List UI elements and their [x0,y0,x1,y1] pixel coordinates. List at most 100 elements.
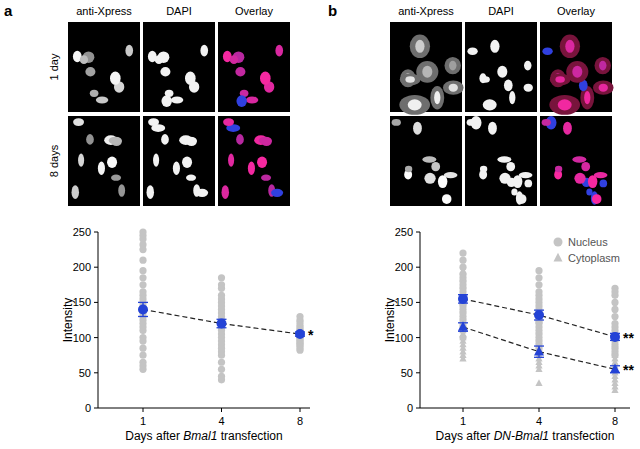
legend-symbol [554,253,563,262]
cell-nucleus [228,154,234,167]
cell-nucleus [271,189,283,197]
cell-nucleus [161,134,169,145]
cell-nucleus [182,157,192,169]
column-header: anti-Xpress [76,5,132,17]
x-tick [463,408,464,412]
chart: 050100150200250148IntensityDays after DN… [383,226,634,443]
cell-nucleus [147,185,155,199]
image-background [465,22,537,112]
cell-nucleus [118,184,125,197]
cell-nucleus [542,47,552,55]
mean-marker [295,329,305,339]
legend-label: Nucleus [568,236,608,248]
cell-nucleus [431,162,440,171]
y-tick-label: 200 [73,261,91,273]
x-tick [221,408,222,412]
cell-cytoplasm [593,80,614,94]
y-axis-label: Intensity [383,298,397,343]
cell-cytoplasm [443,80,464,94]
data-point [218,285,225,292]
cell-nucleus [392,119,401,126]
cell-nucleus [125,45,133,57]
row-label: 1 day [48,53,60,80]
panel-label: b [328,2,337,19]
x-tick-label: 4 [536,415,542,427]
y-tick [94,372,98,373]
cell-nucleus [261,175,271,181]
cell-nucleus [524,84,533,92]
micrograph [143,22,215,112]
cell-nucleus [85,67,95,76]
data-point [139,281,146,288]
image-background [218,116,290,206]
mean-marker [610,364,620,374]
cell-cytoplasm [560,35,580,59]
cell-nucleus [449,61,456,71]
cell-nucleus [424,173,435,184]
y-tick-label: 0 [407,402,413,414]
image-background [68,22,140,112]
y-tick-label: 0 [85,402,91,414]
cell-cytoplasm [399,95,430,115]
data-point [139,257,146,264]
micrograph [218,22,290,112]
mean-line [143,309,300,334]
y-tick-label: 250 [73,226,91,238]
cell-nucleus [524,179,532,187]
mean-marker [610,332,620,342]
micrograph [465,22,537,112]
error-bar [138,302,148,316]
cell-nucleus [499,173,510,184]
data-point [459,281,466,288]
data-point [535,327,542,334]
cell-nucleus [442,194,452,204]
annotations: **** [623,330,634,378]
image-background [218,22,290,112]
y-tick [94,408,98,409]
cell-nucleus [506,162,515,171]
data-point [459,250,466,257]
data-point [459,274,466,281]
x-tick-label: 1 [460,415,466,427]
cell-nucleus [438,175,447,188]
cell-nucleus [236,134,244,145]
cell-nucleus [98,162,105,175]
cell-nucleus [235,67,245,76]
cell-nucleus [572,66,582,78]
legend-symbol [554,238,563,247]
cell-nucleus [78,154,84,167]
cell-nucleus [490,40,499,53]
cell-nucleus [408,99,422,110]
mean-marker [534,310,544,320]
cell-nucleus [422,66,432,78]
legend-label: Cytoplasm [568,252,620,264]
y-axis-label: Intensity [61,298,75,343]
y-tick-label: 50 [401,367,413,379]
cell-nucleus [581,162,590,171]
figure: aanti-XpressDAPIOverlay1 day8 daysbanti-… [0,0,640,449]
data-point [535,326,542,333]
cell-nucleus [111,175,121,181]
cell-cytoplasm [549,95,580,115]
x-axis-label: Days after Bmal1 transfection [125,429,282,443]
image-background [390,116,462,206]
cell-nucleus [72,185,80,199]
image-background [143,22,215,112]
cell-nucleus [467,119,476,126]
data-point [459,306,466,313]
cell-nucleus [200,45,208,57]
y-tick [416,232,420,233]
data-point [459,274,466,281]
cell-nucleus [572,156,586,163]
cell-nucleus [161,95,171,107]
data-point [459,281,466,288]
image-background [143,116,215,206]
data-point [218,366,225,373]
micrograph [68,22,140,112]
data-point [459,305,466,312]
cell-nucleus [592,194,602,204]
y-tick-label: 50 [79,367,91,379]
cell-nucleus [80,55,88,64]
cell-nucleus [434,91,440,104]
x-tick-label: 8 [612,415,618,427]
